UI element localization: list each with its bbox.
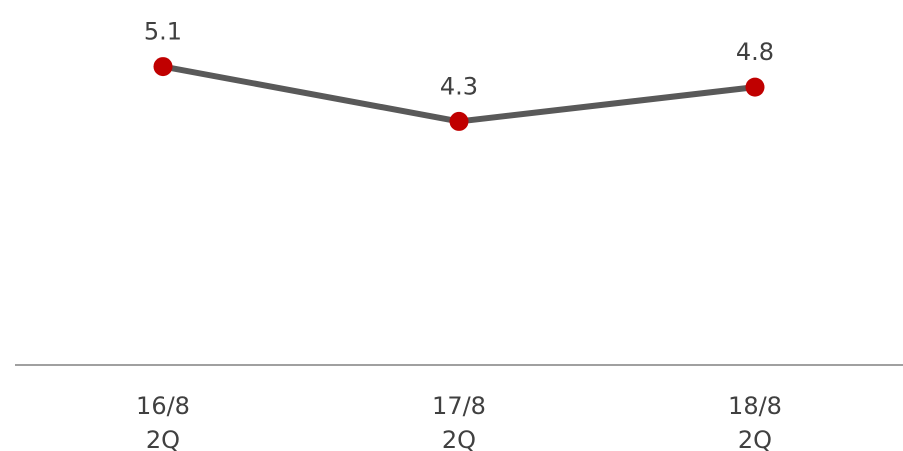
series-markers bbox=[153, 57, 765, 131]
category-label-line: 2Q bbox=[442, 426, 476, 451]
data-labels: 5.1 4.3 4.8 bbox=[144, 18, 774, 101]
category-label-line: 16/8 bbox=[136, 392, 190, 420]
data-point-marker bbox=[745, 77, 765, 97]
data-label: 4.8 bbox=[736, 38, 774, 66]
category-label-line: 2Q bbox=[738, 426, 772, 451]
category-label: 16/8 2Q bbox=[136, 392, 190, 451]
category-label: 17/8 2Q bbox=[432, 392, 486, 451]
data-label: 5.1 bbox=[144, 18, 182, 46]
data-point-marker bbox=[153, 57, 173, 77]
category-label-line: 2Q bbox=[146, 426, 180, 451]
category-label: 18/8 2Q bbox=[728, 392, 782, 451]
data-point-marker bbox=[449, 111, 469, 131]
category-labels: 16/8 2Q 17/8 2Q 18/8 2Q bbox=[136, 392, 782, 451]
category-label-line: 18/8 bbox=[728, 392, 782, 420]
category-label-line: 17/8 bbox=[432, 392, 486, 420]
data-label: 4.3 bbox=[440, 72, 478, 100]
